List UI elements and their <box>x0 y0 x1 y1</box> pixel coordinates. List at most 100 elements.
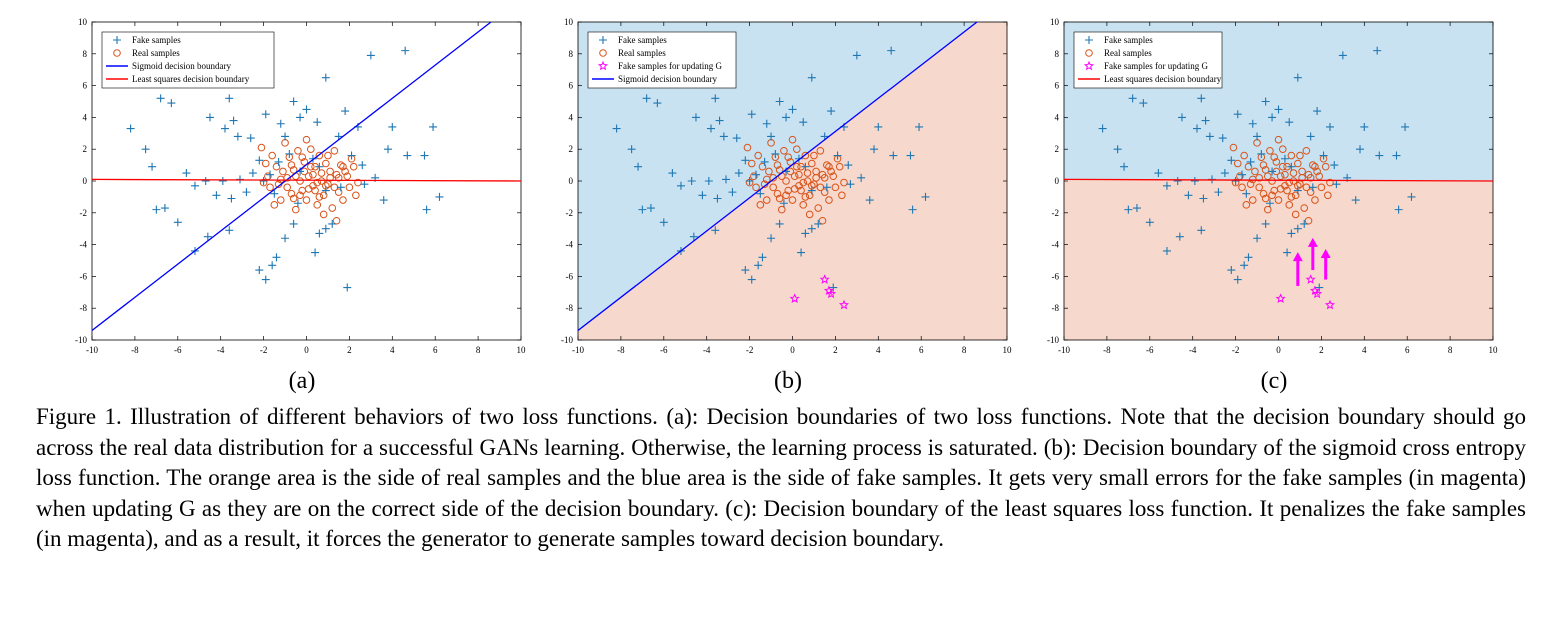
fake-sample-point <box>799 118 808 127</box>
fake-sample-point <box>870 145 879 154</box>
fake-sample-point <box>889 151 898 160</box>
fake-sample-point <box>205 113 214 122</box>
fake-sample-point <box>767 234 776 243</box>
real-sample-point <box>799 201 808 209</box>
fake-sample-point <box>1197 94 1206 103</box>
fake-sample-point <box>1280 154 1289 163</box>
real-sample-point <box>1238 183 1246 192</box>
fake-sample-point <box>182 169 191 178</box>
real-sample-point <box>268 151 276 160</box>
fake-sample-point <box>1287 162 1296 171</box>
real-sample-point <box>294 146 302 155</box>
y-tick-label: 8 <box>569 49 574 59</box>
real-sample-point <box>334 188 343 196</box>
fake-sample-point <box>1233 110 1242 119</box>
real-sample-point <box>805 210 814 219</box>
real-sample-point <box>337 161 345 169</box>
fake-sample-point <box>289 219 298 228</box>
fake-sample-point <box>711 226 720 235</box>
real-sample-point <box>801 193 810 201</box>
fake-sample-point <box>190 181 199 190</box>
real-sample-point <box>820 188 829 196</box>
real-sample-point <box>805 191 814 200</box>
legend-real-marker <box>1085 49 1093 57</box>
least-squares-boundary-line <box>92 178 521 182</box>
real-sample-point <box>823 161 831 169</box>
real-sample-point <box>788 135 797 144</box>
fake-sample-point <box>1268 113 1277 122</box>
fake-sample-point <box>289 97 298 106</box>
y-tick-label: -2 <box>80 208 88 218</box>
y-tick-label: -4 <box>1052 240 1060 250</box>
fake-sample-point <box>711 94 720 103</box>
real-sample-point <box>1302 146 1311 155</box>
x-tick-label: -4 <box>217 345 225 355</box>
real-sample-point <box>1251 167 1259 176</box>
real-sample-point <box>825 196 833 204</box>
fake-sample-point <box>328 219 337 228</box>
x-tick-label: 6 <box>919 345 924 355</box>
real-sample-point <box>1294 159 1302 168</box>
panel-c-plot: -10 -8 -6 -4 -2 0 2 4 6 8 10 -10 -8 -6 -4 -2 0 2 4 6 8 10 Fake… <box>1047 17 1498 355</box>
y-tick-label: 6 <box>1055 81 1060 91</box>
update-sample-point <box>1324 299 1336 310</box>
fake-sample-point <box>908 205 917 214</box>
fake-sample-point <box>268 261 277 270</box>
fake-sample-point <box>745 177 754 185</box>
real-sample-point <box>790 172 799 181</box>
fake-sample-point <box>343 283 352 292</box>
legend-box <box>1073 31 1223 89</box>
fake-sample-point <box>388 122 397 131</box>
fake-sample-point <box>634 162 643 171</box>
x-tick-label: -6 <box>660 345 668 355</box>
fake-sample-point <box>638 205 647 214</box>
fake-sample-point <box>653 99 662 108</box>
x-tick-label: -6 <box>1146 345 1154 355</box>
fake-sample-point <box>313 118 322 127</box>
fake-sample-point <box>270 189 279 198</box>
fake-sample-point <box>201 177 210 185</box>
real-sample-point <box>1281 170 1289 179</box>
real-sample-point <box>1287 151 1296 160</box>
fake-sample-point <box>403 151 412 160</box>
real-sample-point <box>1233 159 1242 168</box>
fake-sample-point <box>1132 204 1141 213</box>
y-tick-label: -6 <box>1052 271 1060 281</box>
fake-sample-point <box>807 224 816 233</box>
fake-sample-point <box>1265 199 1274 208</box>
fake-sample-point <box>865 196 874 205</box>
x-tick-label: 8 <box>962 345 967 355</box>
x-tick-label: 2 <box>347 345 352 355</box>
y-tick-label: -10 <box>75 335 87 345</box>
fake-sample-point <box>1392 151 1401 160</box>
real-sample-point <box>1229 143 1238 152</box>
fake-sample-point <box>646 204 655 213</box>
y-tick-label: -10 <box>1047 335 1059 345</box>
real-sample-point <box>1324 191 1332 200</box>
real-sample-point <box>1311 162 1319 171</box>
real-sample-point <box>317 169 326 177</box>
fake-sample-point <box>687 177 696 185</box>
fake-sample-point <box>308 154 317 163</box>
fake-sample-point <box>1190 177 1199 185</box>
real-side-region <box>1064 179 1493 340</box>
fake-sample-point <box>668 169 677 178</box>
legend-entry-label: Fake samples <box>618 35 667 45</box>
fake-sample-point <box>1319 151 1328 160</box>
real-sample-point <box>762 196 771 204</box>
real-sample-point <box>266 183 274 192</box>
plot-marks <box>578 22 978 331</box>
fake-sample-point <box>422 205 431 214</box>
fake-sample-point <box>126 124 135 133</box>
update-sample-point <box>1275 293 1286 303</box>
y-tick-label: 2 <box>1055 144 1060 154</box>
fake-sample-point <box>612 124 621 133</box>
real-side-region <box>578 22 1007 340</box>
x-tick-label: 8 <box>476 345 481 355</box>
y-tick-label: 4 <box>1055 112 1060 122</box>
fake-sample-point <box>698 191 707 200</box>
sigmoid-boundary-line <box>578 22 978 331</box>
real-sample-point <box>317 177 326 185</box>
fake-sample-point <box>1308 183 1317 192</box>
fake-sample-point <box>704 177 713 185</box>
